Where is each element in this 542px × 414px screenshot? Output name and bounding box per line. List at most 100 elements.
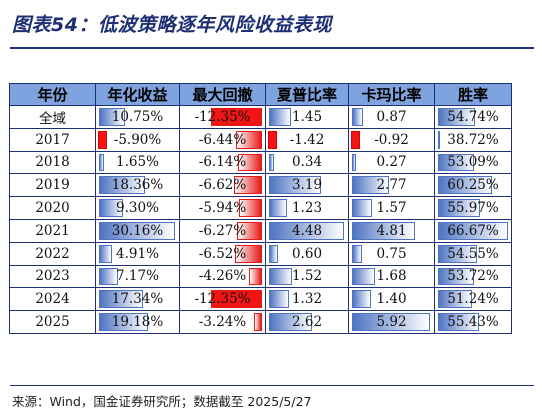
cell-value: 1.23	[291, 200, 323, 217]
databar-calmar	[352, 267, 375, 286]
cell-win: 55.97%	[434, 196, 512, 220]
cell-value: -12.35%	[194, 108, 251, 125]
databar-sharpe	[269, 108, 291, 126]
cell-year: 2020	[9, 196, 96, 220]
performance-table: 年份 年化收益 最大回撤 夏普比率 卡玛比率 胜率 全域 10.75% -12.35…	[9, 83, 512, 334]
cell-value: 1.45	[291, 108, 323, 125]
cell-calmar: 1.68	[348, 264, 435, 289]
cell-sharpe: 1.52	[265, 264, 349, 289]
cell-value: 55.97%	[447, 200, 499, 217]
cell-dd: -6.52%	[179, 241, 266, 266]
cell-dd: -4.26%	[179, 264, 266, 289]
cell-calmar: -0.92	[348, 127, 435, 152]
cell-value: 3.19	[291, 177, 323, 194]
cell-dd: -12.35%	[179, 287, 266, 312]
cell-value: 54.55%	[447, 245, 499, 262]
header-annual-return: 年化收益	[95, 83, 180, 106]
databar-win	[438, 313, 479, 331]
cell-ret: 17.34%	[95, 287, 180, 312]
performance-table-wrap: 年份 年化收益 最大回撤 夏普比率 卡玛比率 胜率 全域 10.75% -12.35…	[9, 83, 512, 334]
cell-value: -6.62%	[198, 177, 247, 194]
databar-ret	[99, 153, 104, 172]
cell-year: 全域	[9, 105, 96, 129]
cell-value: 18.36%	[111, 177, 164, 194]
cell-sharpe: -1.42	[265, 127, 349, 152]
cell-value: 1.65%	[116, 154, 159, 171]
cell-value: 19.18%	[111, 314, 164, 331]
table-row: 2020 9.30% -5.94% 1.23 1.57 55.97%	[9, 196, 512, 220]
databar-calmar	[352, 290, 371, 309]
databar-calmar	[351, 130, 360, 149]
databar-dd	[253, 313, 262, 331]
table-row: 2025 19.18% -3.24% 2.62 5.92 55.43%	[9, 310, 512, 334]
cell-ret: 7.17%	[95, 264, 180, 289]
cell-value: 30.16%	[111, 222, 164, 239]
cell-dd: -6.14%	[179, 150, 266, 175]
cell-value: 54.74%	[447, 108, 499, 125]
cell-value: -0.92	[374, 131, 409, 148]
databar-calmar	[352, 244, 363, 263]
databar-sharpe	[269, 153, 275, 172]
header-sharpe: 夏普比率	[265, 83, 349, 106]
cell-calmar: 0.75	[348, 241, 435, 266]
databar-sharpe	[268, 130, 277, 149]
databar-sharpe	[269, 313, 312, 331]
cell-win: 38.72%	[434, 127, 512, 152]
cell-ret: 30.16%	[95, 218, 180, 243]
table-row: 2019 18.36% -6.62% 3.19 2.77 60.25%	[9, 173, 512, 198]
databar-win	[438, 199, 480, 217]
cell-win: 54.55%	[434, 241, 512, 266]
header-win-rate: 胜率	[434, 83, 512, 106]
cell-sharpe: 0.60	[265, 241, 349, 266]
databar-win	[438, 108, 476, 126]
source-divider	[10, 385, 534, 386]
cell-value: 17.34%	[111, 291, 164, 308]
cell-ret: 4.91%	[95, 241, 180, 266]
cell-year: 2023	[9, 264, 96, 289]
databar-sharpe	[269, 267, 292, 286]
databar-dd	[248, 267, 262, 286]
header-calmar: 卡玛比率	[348, 83, 435, 106]
databar-win	[438, 221, 508, 240]
cell-ret: 9.30%	[95, 196, 180, 220]
databar-ret	[99, 176, 145, 195]
header-year: 年份	[9, 83, 96, 106]
cell-ret: -5.90%	[95, 127, 180, 152]
databar-win	[438, 267, 475, 286]
cell-value: 0.75	[376, 245, 407, 262]
cell-value: -6.14%	[198, 154, 247, 171]
cell-ret: 10.75%	[95, 105, 180, 129]
cell-value: -4.26%	[198, 268, 247, 285]
table-row: 全域 10.75% -12.35% 1.45 0.87 54.74%	[9, 105, 512, 129]
cell-year: 2024	[9, 287, 96, 312]
databar-calmar	[352, 153, 356, 172]
cell-value: 4.48	[291, 222, 323, 239]
cell-value: 1.68	[376, 268, 407, 285]
cell-dd: -6.62%	[179, 173, 266, 198]
cell-value: 55.43%	[447, 314, 499, 331]
cell-value: 0.34	[291, 154, 323, 171]
databar-calmar	[352, 199, 373, 217]
databar-sharpe	[269, 290, 289, 309]
cell-calmar: 0.87	[348, 105, 435, 129]
databar-ret	[99, 108, 125, 126]
databar-win	[438, 130, 440, 149]
cell-value: 0.60	[291, 245, 323, 262]
cell-calmar: 2.77	[348, 173, 435, 198]
cell-win: 60.25%	[434, 173, 512, 198]
source-note: 来源：Wind，国金证券研究所；数据截至 2025/5/27	[12, 394, 312, 409]
databar-dd	[211, 290, 262, 309]
cell-value: 7.17%	[116, 268, 159, 285]
cell-value: -3.24%	[198, 314, 247, 331]
cell-value: 53.09%	[447, 154, 499, 171]
cell-win: 66.67%	[434, 218, 512, 243]
cell-value: 1.52	[291, 268, 323, 285]
header-row: 年份 年化收益 最大回撤 夏普比率 卡玛比率 胜率	[9, 83, 512, 106]
cell-value: -12.35%	[194, 291, 251, 308]
cell-calmar: 1.40	[348, 287, 435, 312]
databar-win	[438, 244, 478, 263]
cell-value: 10.75%	[111, 108, 164, 125]
databar-sharpe	[269, 244, 279, 263]
cell-value: 53.72%	[447, 268, 499, 285]
cell-sharpe: 4.48	[265, 218, 349, 243]
